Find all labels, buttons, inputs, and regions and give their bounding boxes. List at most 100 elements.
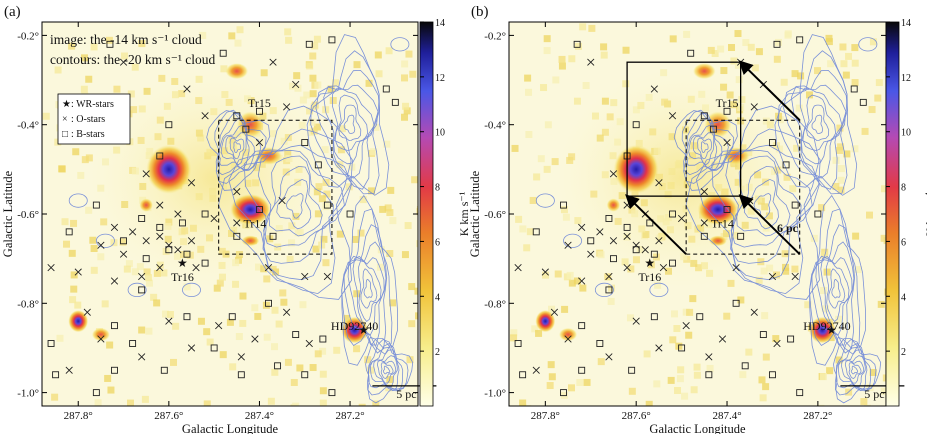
emission-pixel <box>235 333 243 341</box>
cluster-label: HD92740 <box>803 319 850 333</box>
emission-pixel <box>755 48 763 56</box>
emission-pixel <box>234 39 242 47</box>
emission-pixel <box>693 371 701 379</box>
x-axis-label: Galactic Longitude <box>649 422 746 434</box>
emission-pixel <box>294 84 302 92</box>
colorbar-tick-label: 12 <box>435 73 445 84</box>
o-star-marker <box>596 228 604 236</box>
o-star-marker <box>74 268 82 276</box>
emission-pixel <box>706 364 714 372</box>
emission-pixel <box>851 145 859 153</box>
emission-pixel <box>515 215 523 223</box>
emission-pixel <box>383 140 391 148</box>
contour-line <box>315 69 381 190</box>
o-star-marker <box>97 241 105 249</box>
contour-line <box>692 132 715 166</box>
scale-bar-label: 5 pc <box>396 387 416 401</box>
cluster-label: Tr16 <box>171 270 194 284</box>
o-star-marker <box>97 335 105 343</box>
b-star-marker <box>165 246 173 254</box>
o-star-marker <box>723 138 731 147</box>
b-star-marker <box>201 210 209 218</box>
emission-pixel <box>607 297 615 305</box>
emission-pixel <box>309 74 317 82</box>
emission-pixel <box>406 356 414 364</box>
emission-pixel <box>524 74 532 82</box>
emission-pixel <box>597 358 605 366</box>
contour-line <box>363 278 373 299</box>
legend-marker: × <box>62 114 68 125</box>
o-star-marker <box>119 250 128 258</box>
emission-pixel <box>526 228 534 236</box>
colorbar-label: K km s⁻¹ <box>923 191 927 236</box>
emission-pixel <box>70 219 78 227</box>
emission-pixel <box>372 123 380 131</box>
b-star-marker <box>92 201 100 209</box>
emission-pixel <box>874 94 882 102</box>
emission-pixel <box>69 296 77 304</box>
contour-line <box>711 144 820 281</box>
b-star-marker <box>787 335 795 343</box>
emission-pixel <box>94 399 102 406</box>
o-star-marker <box>532 366 540 374</box>
emission-pixel <box>352 235 360 243</box>
b-star-marker <box>605 286 613 294</box>
emission-pixel <box>401 113 409 121</box>
contour-line <box>850 365 859 375</box>
emission-pixel <box>312 245 320 253</box>
emission-pixel <box>837 186 845 194</box>
b-star-marker <box>773 40 781 48</box>
plot-area: ★★ <box>42 22 418 406</box>
emission-haze <box>87 66 341 290</box>
o-star-marker <box>655 179 663 187</box>
emission-pixel <box>835 356 843 364</box>
emission-pixel <box>510 334 518 342</box>
contour-line <box>649 282 669 298</box>
emission-peak <box>146 144 192 194</box>
contour-line <box>828 268 846 309</box>
contour-line <box>774 34 858 196</box>
b-star-marker <box>255 206 263 213</box>
o-star-marker <box>83 308 91 316</box>
b-star-marker <box>632 246 640 254</box>
contour-line <box>218 105 353 300</box>
contour-line <box>229 137 245 160</box>
b-star-marker <box>796 389 804 397</box>
emission-pixel <box>404 222 412 230</box>
x-tick-label: 287.4° <box>712 410 741 422</box>
emission-pixel <box>843 150 851 158</box>
emission-pixel <box>747 43 755 51</box>
cluster-label: Tr14 <box>243 216 266 230</box>
o-star-marker <box>165 241 173 249</box>
emission-pixel <box>547 361 555 369</box>
contour-line <box>806 104 830 142</box>
b-star-marker <box>578 366 586 374</box>
x-axis-label: Galactic Longitude <box>182 422 279 434</box>
emission-pixel <box>251 304 259 312</box>
o-star-marker <box>65 366 73 374</box>
emission-peak <box>697 193 739 226</box>
b-star-marker <box>796 36 804 44</box>
emission-pixel <box>576 378 584 386</box>
b-star-marker <box>265 299 272 307</box>
emission-pixel <box>543 47 551 55</box>
emission-pixel <box>333 346 341 354</box>
emission-pixel <box>271 368 279 376</box>
emission-pixel <box>358 403 366 406</box>
emission-pixel <box>863 404 871 406</box>
emission-pixel <box>384 204 392 212</box>
contour-line <box>683 112 729 176</box>
contour-line <box>809 208 861 355</box>
wr-star-marker: ★ <box>358 323 369 337</box>
emission-pixel <box>600 51 608 59</box>
emission-pixel <box>817 404 825 406</box>
emission-pixel <box>835 315 843 323</box>
emission-pixel <box>837 165 845 173</box>
emission-peak <box>225 63 249 80</box>
emission-pixel <box>299 301 307 309</box>
wr-star-marker: ★ <box>644 256 655 270</box>
contour-line <box>367 343 404 392</box>
emission-pixel <box>772 271 780 279</box>
y-tick-label: -0.6° <box>17 209 39 221</box>
emission-peak <box>236 111 264 139</box>
